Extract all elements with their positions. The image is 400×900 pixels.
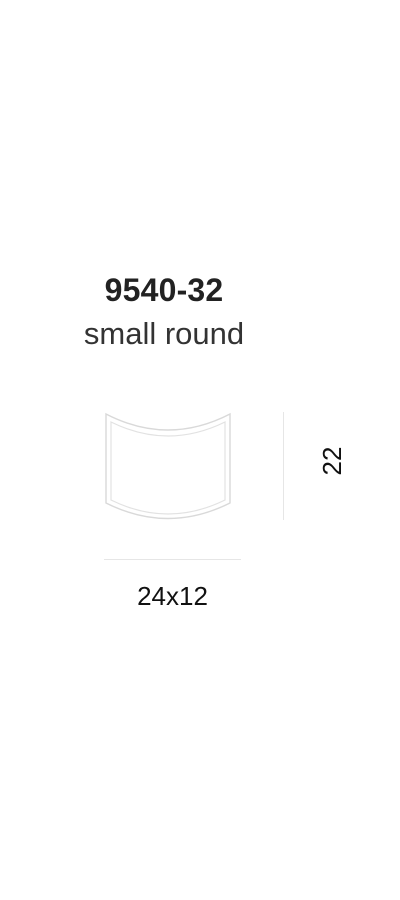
height-dimension-label: 22 bbox=[317, 446, 347, 476]
product-code: 9540-32 bbox=[104, 272, 224, 308]
height-divider-line bbox=[283, 412, 284, 520]
shade-outline-drawing bbox=[105, 412, 231, 520]
size-dimension-label: 24x12 bbox=[137, 581, 208, 611]
width-divider-line bbox=[104, 559, 241, 560]
shade-outer-outline bbox=[105, 412, 231, 520]
product-name: small round bbox=[83, 316, 245, 351]
shade-inner-outline bbox=[110, 421, 226, 515]
